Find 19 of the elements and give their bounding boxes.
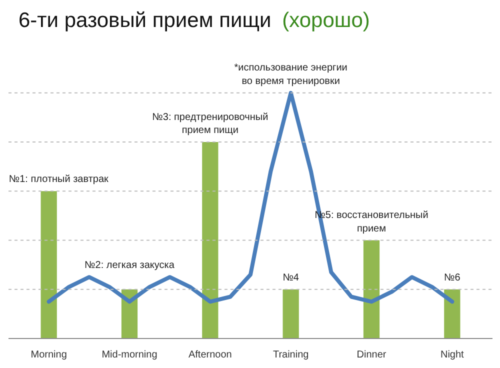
annotation: №2: легкая закуска <box>84 260 175 272</box>
annotation: *использование энергии во время тренировки <box>234 62 348 87</box>
bar <box>444 289 460 338</box>
chart-title: 6-ти разовый прием пищи <box>18 9 272 32</box>
chart-subtitle: (хорошо) <box>282 9 370 32</box>
annotation: №6 <box>444 272 461 284</box>
bar <box>282 289 299 338</box>
x-tick-label: Morning <box>30 350 67 360</box>
annotation: №3: предтренировочный прием пищи <box>152 112 268 136</box>
bar <box>40 191 57 338</box>
bar <box>363 240 380 338</box>
x-tick-label: Mid-morning <box>102 350 158 360</box>
x-tick-label: Training <box>272 350 309 360</box>
x-tick-label: Night <box>440 350 464 360</box>
x-tick-label: Afternoon <box>188 350 232 360</box>
annotation: №1: плотный завтрак <box>8 174 110 186</box>
annotation: №4 <box>282 272 300 284</box>
x-tick-label: Dinner <box>356 350 387 360</box>
bar <box>202 142 218 338</box>
